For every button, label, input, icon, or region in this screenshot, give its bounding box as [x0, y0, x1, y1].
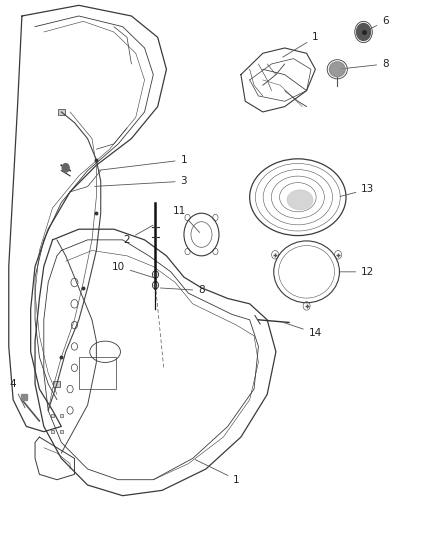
Bar: [60, 414, 63, 417]
Text: 11: 11: [173, 206, 200, 232]
Bar: [51, 430, 54, 433]
Text: 8: 8: [340, 59, 389, 69]
Text: 4: 4: [10, 379, 25, 408]
Bar: [60, 430, 63, 433]
Text: 1: 1: [283, 33, 319, 57]
Text: 6: 6: [366, 17, 389, 31]
Ellipse shape: [329, 62, 345, 77]
Text: 1: 1: [99, 155, 187, 170]
Bar: [51, 414, 54, 417]
Circle shape: [357, 23, 371, 41]
Ellipse shape: [287, 190, 313, 210]
Text: 2: 2: [124, 225, 153, 245]
Text: 12: 12: [340, 267, 374, 277]
Text: 1: 1: [195, 459, 240, 484]
Bar: [79, 357, 116, 389]
Text: 10: 10: [112, 262, 153, 277]
FancyBboxPatch shape: [58, 109, 65, 115]
Text: 8: 8: [160, 286, 205, 295]
FancyBboxPatch shape: [53, 381, 60, 387]
Text: 3: 3: [95, 176, 187, 187]
Text: 14: 14: [283, 322, 322, 338]
Circle shape: [62, 164, 69, 172]
Text: 13: 13: [340, 184, 374, 197]
